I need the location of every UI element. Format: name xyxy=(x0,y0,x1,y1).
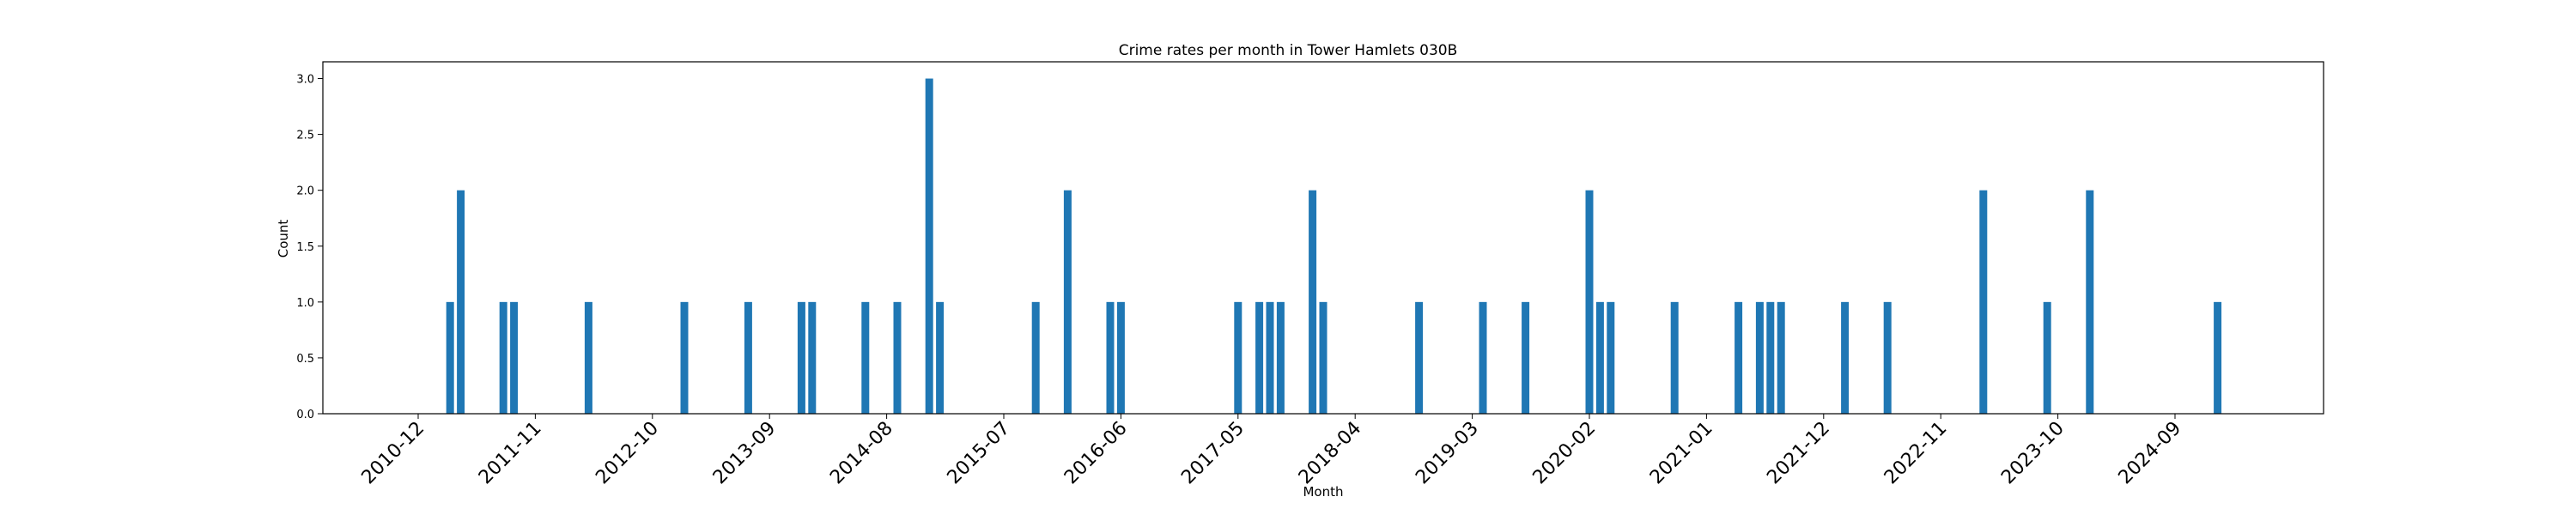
x-tick-label: 2020-02 xyxy=(1529,418,1601,489)
bar-2023-09 xyxy=(2043,301,2051,414)
bar-2014-09 xyxy=(893,301,902,414)
bar-2021-04 xyxy=(1735,301,1743,414)
y-tick-label: 1.0 xyxy=(296,297,314,310)
bar-2017-07 xyxy=(1255,301,1264,414)
y-axis: 0.0 0.5 1.0 1.5 2.0 2.5 3.0 xyxy=(296,74,323,421)
chart-title: Crime rates per month in Tower Hamlets 0… xyxy=(1119,42,1458,59)
bar-2011-08 xyxy=(499,301,507,414)
bar-2020-04 xyxy=(1607,301,1615,414)
y-tick-label: 3.0 xyxy=(296,74,314,87)
x-tick-label: 2014-08 xyxy=(826,418,897,489)
bar-2021-06 xyxy=(1755,301,1764,414)
bar-2016-06 xyxy=(1116,301,1125,414)
bar-2022-06 xyxy=(1883,301,1892,414)
y-tick-label: 2.5 xyxy=(296,130,314,142)
bar-2013-01 xyxy=(680,301,689,414)
bar-2016-05 xyxy=(1106,301,1115,414)
y-tick-label: 2.0 xyxy=(296,185,314,198)
x-tick-label: 2018-04 xyxy=(1295,418,1366,489)
x-tick-label: 2010-12 xyxy=(358,418,429,489)
x-tick-label: 2022-11 xyxy=(1880,418,1952,489)
x-tick-label: 2019-03 xyxy=(1412,418,1483,489)
x-tick-label: 2016-06 xyxy=(1060,418,1132,489)
bars-group xyxy=(446,78,2222,415)
bar-2021-08 xyxy=(1777,301,1785,414)
x-tick-label: 2012-10 xyxy=(592,418,663,489)
bar-2012-04 xyxy=(584,301,592,414)
bar-2018-10 xyxy=(1415,301,1424,414)
bar-2020-02 xyxy=(1585,190,1594,414)
y-tick-label: 0.5 xyxy=(296,353,314,366)
bar-2019-08 xyxy=(1522,301,1530,414)
bar-2020-10 xyxy=(1670,301,1679,414)
bar-2022-02 xyxy=(1841,301,1850,414)
bar-2017-09 xyxy=(1276,301,1285,414)
bar-2018-01 xyxy=(1319,301,1327,414)
bar-2011-03 xyxy=(446,301,454,414)
bar-2011-04 xyxy=(457,190,465,414)
y-tick-label: 0.0 xyxy=(296,409,314,421)
x-tick-label: 2015-07 xyxy=(944,418,1015,489)
bar-2017-08 xyxy=(1266,301,1274,414)
bar-2014-06 xyxy=(861,301,870,414)
bar-2011-09 xyxy=(510,301,519,414)
bar-2019-04 xyxy=(1479,301,1487,414)
bar-2013-07 xyxy=(744,301,752,414)
x-tick-label: 2021-12 xyxy=(1763,418,1834,489)
bar-2015-10 xyxy=(1031,301,1040,414)
bar-2014-01 xyxy=(808,301,817,414)
y-axis-label: Count xyxy=(276,220,291,258)
bar-2014-12 xyxy=(925,78,933,415)
x-tick-label: 2023-10 xyxy=(1997,418,2069,489)
x-tick-label: 2013-09 xyxy=(709,418,781,489)
x-axis: 2010-12 2011-11 2012-10 2013-09 2014-08 2015-… xyxy=(358,414,2186,489)
bar-2017-05 xyxy=(1234,301,1242,414)
bar-2025-01 xyxy=(2214,301,2222,414)
plot-frame xyxy=(322,61,2324,415)
bar-2021-07 xyxy=(1766,301,1775,414)
x-tick-label: 2021-01 xyxy=(1646,418,1717,489)
bar-2020-03 xyxy=(1595,301,1604,414)
x-tick-label: 2011-11 xyxy=(475,418,546,489)
y-tick-label: 1.5 xyxy=(296,241,314,254)
bar-2013-12 xyxy=(797,301,805,414)
bar-2024-01 xyxy=(2086,190,2094,414)
bar-2015-01 xyxy=(936,301,945,414)
x-axis-label: Month xyxy=(1303,484,1343,500)
bar-2023-03 xyxy=(1979,190,1988,414)
bar-2016-01 xyxy=(1063,190,1072,414)
x-tick-label: 2017-05 xyxy=(1177,418,1249,489)
x-tick-label: 2024-09 xyxy=(2115,418,2186,489)
bar-2017-12 xyxy=(1309,190,1317,414)
